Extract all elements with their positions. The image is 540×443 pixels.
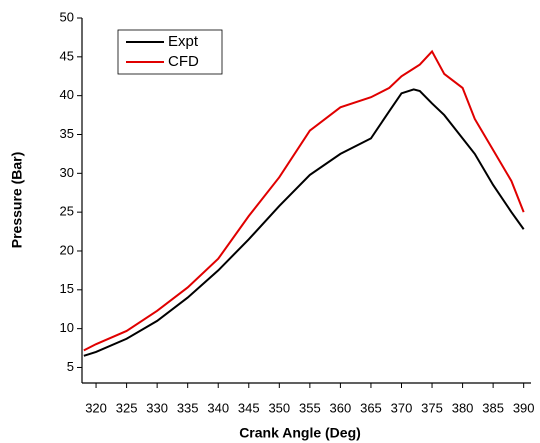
x-tick-label: 335 <box>177 400 199 415</box>
y-tick-label: 20 <box>60 242 74 257</box>
y-tick-label: 10 <box>60 320 74 335</box>
x-tick-label: 330 <box>146 400 168 415</box>
x-tick-label: 355 <box>299 400 321 415</box>
x-tick-label: 390 <box>513 400 535 415</box>
x-tick-label: 360 <box>330 400 352 415</box>
y-tick-label: 5 <box>67 359 74 374</box>
x-tick-label: 380 <box>452 400 474 415</box>
x-tick-label: 345 <box>238 400 260 415</box>
x-tick-label: 375 <box>421 400 443 415</box>
data-line <box>83 88 525 357</box>
legend-box <box>117 29 223 75</box>
x-axis-label: Crank Angle (Deg) <box>239 425 361 441</box>
y-tick-label: 30 <box>60 165 74 180</box>
y-tick-label: 25 <box>60 204 74 219</box>
x-tick-label: 340 <box>207 400 229 415</box>
legend-label: Expt <box>168 33 199 50</box>
y-tick-label: 40 <box>60 87 74 102</box>
y-tick-label: 50 <box>60 9 74 24</box>
x-tick-label: 320 <box>85 400 107 415</box>
data-line <box>83 49 525 352</box>
x-tick-label: 365 <box>360 400 382 415</box>
x-tick-label: 325 <box>116 400 138 415</box>
x-tick-label: 385 <box>482 400 504 415</box>
legend-label: CFD <box>168 53 199 70</box>
y-tick-label: 45 <box>60 48 74 63</box>
x-tick-label: 370 <box>391 400 413 415</box>
y-tick-label: 15 <box>60 281 74 296</box>
y-axis-label: Pressure (Bar) <box>9 152 25 249</box>
x-tick-label: 350 <box>268 400 290 415</box>
y-tick-label: 35 <box>60 126 74 141</box>
